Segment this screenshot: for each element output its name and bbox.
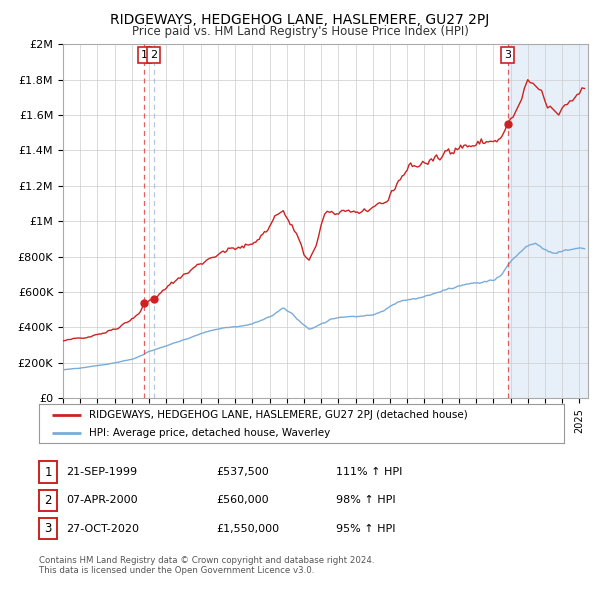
Text: 3: 3 [44,522,52,535]
Text: 07-APR-2000: 07-APR-2000 [66,496,137,505]
Text: 98% ↑ HPI: 98% ↑ HPI [336,496,395,505]
Text: 3: 3 [504,50,511,60]
Text: 27-OCT-2020: 27-OCT-2020 [66,524,139,533]
Text: RIDGEWAYS, HEDGEHOG LANE, HASLEMERE, GU27 2PJ (detached house): RIDGEWAYS, HEDGEHOG LANE, HASLEMERE, GU2… [89,410,467,420]
Text: 2: 2 [44,494,52,507]
Text: 2: 2 [150,50,157,60]
Text: RIDGEWAYS, HEDGEHOG LANE, HASLEMERE, GU27 2PJ: RIDGEWAYS, HEDGEHOG LANE, HASLEMERE, GU2… [110,13,490,27]
Text: 111% ↑ HPI: 111% ↑ HPI [336,467,403,477]
Text: HPI: Average price, detached house, Waverley: HPI: Average price, detached house, Wave… [89,428,330,438]
Text: This data is licensed under the Open Government Licence v3.0.: This data is licensed under the Open Gov… [39,566,314,575]
Text: £537,500: £537,500 [216,467,269,477]
Text: £560,000: £560,000 [216,496,269,505]
Text: 95% ↑ HPI: 95% ↑ HPI [336,524,395,533]
Text: 1: 1 [44,466,52,478]
Bar [508,44,588,398]
Text: Contains HM Land Registry data © Crown copyright and database right 2024.: Contains HM Land Registry data © Crown c… [39,556,374,565]
Text: Price paid vs. HM Land Registry's House Price Index (HPI): Price paid vs. HM Land Registry's House … [131,25,469,38]
Text: £1,550,000: £1,550,000 [216,524,279,533]
Text: 21-SEP-1999: 21-SEP-1999 [66,467,137,477]
Text: 1: 1 [141,50,148,60]
